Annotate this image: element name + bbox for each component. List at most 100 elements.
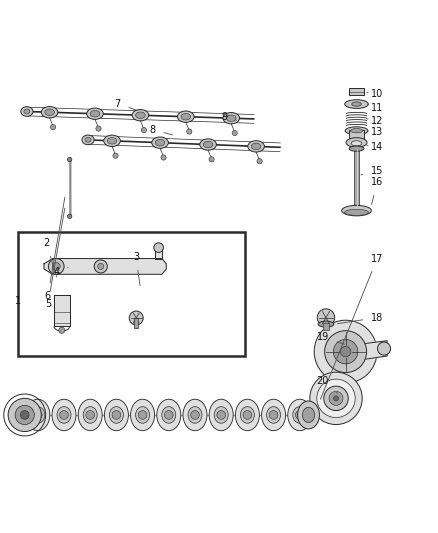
Ellipse shape [345, 209, 368, 215]
Polygon shape [155, 248, 162, 259]
Ellipse shape [131, 399, 155, 431]
Circle shape [187, 129, 192, 134]
Ellipse shape [200, 139, 216, 150]
Text: 13: 13 [367, 127, 383, 137]
Text: 17: 17 [321, 254, 383, 399]
Circle shape [378, 342, 391, 355]
Text: 14: 14 [367, 142, 383, 152]
Ellipse shape [157, 399, 181, 431]
Ellipse shape [214, 407, 228, 423]
Ellipse shape [82, 135, 94, 144]
Bar [349, 88, 364, 95]
Ellipse shape [288, 399, 312, 431]
Ellipse shape [45, 109, 54, 116]
Ellipse shape [24, 109, 30, 114]
Circle shape [113, 153, 118, 158]
Bar [323, 323, 328, 330]
Ellipse shape [155, 140, 165, 146]
Polygon shape [363, 341, 387, 359]
Circle shape [317, 309, 335, 326]
Text: 5: 5 [45, 208, 65, 310]
Ellipse shape [226, 115, 236, 122]
Ellipse shape [350, 128, 363, 133]
Ellipse shape [235, 399, 259, 431]
Circle shape [96, 126, 101, 131]
Circle shape [232, 131, 237, 135]
Circle shape [164, 410, 173, 419]
Ellipse shape [31, 407, 45, 423]
Circle shape [154, 243, 163, 253]
Ellipse shape [240, 407, 254, 423]
Circle shape [60, 410, 68, 419]
Bar [54, 295, 70, 326]
Circle shape [333, 340, 358, 364]
Ellipse shape [104, 135, 120, 147]
Ellipse shape [302, 407, 314, 423]
Ellipse shape [26, 399, 50, 431]
Circle shape [295, 410, 304, 419]
Circle shape [59, 327, 65, 333]
Ellipse shape [136, 112, 145, 118]
Text: 6: 6 [45, 197, 65, 301]
Circle shape [324, 386, 348, 410]
Ellipse shape [83, 407, 97, 423]
Ellipse shape [104, 399, 128, 431]
Text: 11: 11 [367, 102, 383, 112]
Text: 16: 16 [371, 177, 383, 205]
Circle shape [67, 214, 72, 219]
Ellipse shape [152, 137, 168, 148]
Circle shape [50, 125, 56, 130]
Bar [134, 318, 138, 328]
Ellipse shape [21, 107, 33, 116]
Ellipse shape [251, 143, 261, 150]
Ellipse shape [57, 407, 71, 423]
Circle shape [20, 410, 29, 419]
Polygon shape [44, 259, 166, 274]
Circle shape [310, 372, 362, 425]
Circle shape [269, 410, 278, 419]
Ellipse shape [85, 138, 91, 142]
Ellipse shape [90, 110, 100, 117]
Ellipse shape [267, 407, 281, 423]
Ellipse shape [293, 407, 307, 423]
Circle shape [161, 155, 166, 160]
Circle shape [48, 259, 64, 274]
Text: 2: 2 [43, 238, 57, 277]
Bar [354, 149, 359, 206]
Bar [18, 231, 245, 356]
Ellipse shape [203, 141, 213, 148]
Ellipse shape [342, 205, 371, 216]
Ellipse shape [209, 399, 233, 431]
Text: 19: 19 [317, 332, 344, 344]
Ellipse shape [177, 111, 194, 123]
Text: 9: 9 [222, 112, 237, 122]
Circle shape [257, 159, 262, 164]
Ellipse shape [297, 401, 319, 429]
Text: 8: 8 [149, 125, 173, 135]
Ellipse shape [345, 127, 368, 135]
Circle shape [94, 260, 107, 273]
Circle shape [15, 405, 34, 425]
Text: 4: 4 [53, 266, 68, 277]
Circle shape [86, 410, 95, 419]
Ellipse shape [107, 138, 117, 144]
Text: 10: 10 [367, 88, 383, 99]
Text: 20: 20 [317, 376, 337, 393]
Circle shape [52, 262, 60, 270]
Circle shape [317, 379, 355, 417]
Ellipse shape [87, 108, 103, 119]
Ellipse shape [181, 114, 191, 120]
Ellipse shape [223, 112, 240, 124]
Ellipse shape [183, 399, 207, 431]
Circle shape [141, 127, 147, 133]
Circle shape [67, 157, 72, 161]
Ellipse shape [261, 399, 286, 431]
Circle shape [8, 398, 41, 432]
Circle shape [191, 410, 199, 419]
Circle shape [129, 311, 143, 325]
Circle shape [138, 410, 147, 419]
Ellipse shape [318, 321, 334, 327]
Text: 7: 7 [115, 99, 138, 110]
Circle shape [243, 410, 252, 419]
Ellipse shape [132, 110, 149, 121]
